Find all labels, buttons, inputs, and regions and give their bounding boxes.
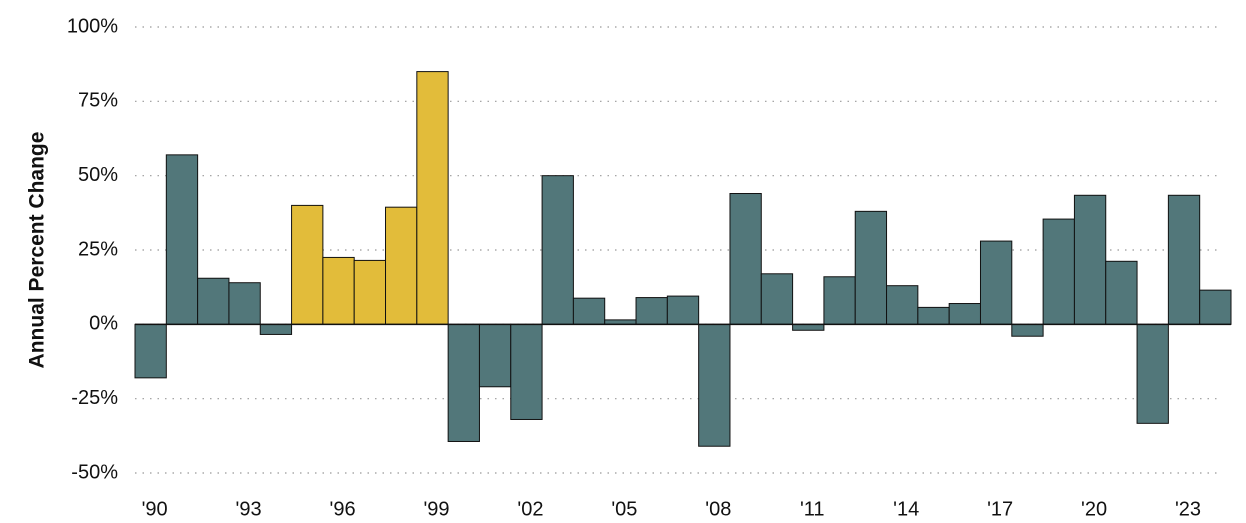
bar <box>823 276 856 325</box>
bar <box>760 273 794 325</box>
x-tick-label: '14 <box>893 498 919 520</box>
x-tick-label: '23 <box>1175 498 1201 520</box>
bar <box>917 306 950 325</box>
x-tick-label: '08 <box>705 498 731 520</box>
bar <box>1167 194 1201 325</box>
bar <box>854 210 888 325</box>
bar <box>322 256 355 325</box>
x-tick-label: '99 <box>423 498 449 520</box>
bar <box>353 259 387 325</box>
x-tick-label: '96 <box>330 498 356 520</box>
y-tick-label: 100% <box>67 15 118 37</box>
bar <box>1042 218 1075 325</box>
x-tick-label: '17 <box>987 498 1013 520</box>
bar <box>635 297 668 325</box>
bar <box>447 323 480 442</box>
bar <box>259 323 293 335</box>
bar <box>228 282 261 325</box>
y-tick-label: 25% <box>78 238 118 260</box>
x-tick-label: '93 <box>236 498 262 520</box>
bar <box>1136 323 1169 424</box>
bar <box>698 323 731 447</box>
bar <box>134 323 167 379</box>
bar <box>197 277 230 325</box>
bar <box>1011 323 1044 337</box>
bar <box>1073 194 1107 325</box>
bar <box>416 71 449 325</box>
y-tick-label: -25% <box>71 387 118 409</box>
bar <box>729 193 762 325</box>
bar <box>291 204 324 325</box>
bar <box>541 175 574 325</box>
y-axis-title: Annual Percent Change <box>26 132 49 369</box>
bar <box>792 323 825 331</box>
bar <box>1105 260 1138 325</box>
x-tick-label: '05 <box>611 498 637 520</box>
y-tick-label: -50% <box>71 461 118 483</box>
bar <box>948 303 981 325</box>
y-tick-label: 75% <box>78 90 118 112</box>
x-tick-label: '90 <box>142 498 168 520</box>
bar <box>886 285 919 325</box>
x-tick-label: '02 <box>517 498 543 520</box>
y-tick-label: 50% <box>78 164 118 186</box>
x-tick-label: '11 <box>800 498 825 520</box>
x-tick-label: '20 <box>1081 498 1107 520</box>
bar <box>165 154 199 325</box>
bar <box>478 323 512 388</box>
bar <box>510 323 543 420</box>
bar <box>666 295 700 325</box>
bar <box>1199 289 1232 325</box>
bar <box>385 206 418 325</box>
bar <box>979 240 1013 325</box>
y-tick-label: 0% <box>89 313 118 335</box>
bar <box>572 297 606 325</box>
